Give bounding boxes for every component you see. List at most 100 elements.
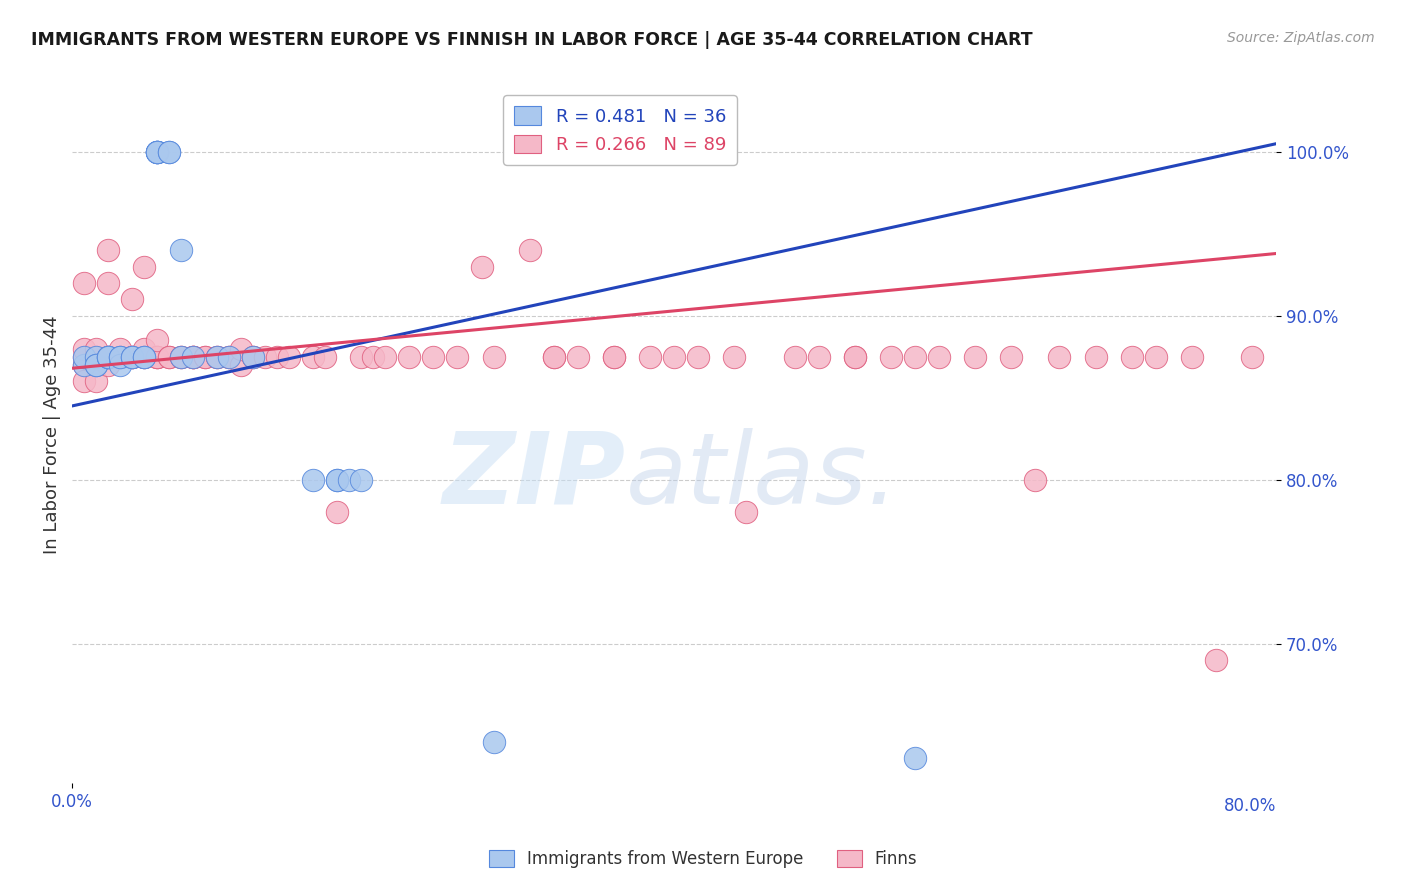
Point [134,350,156,364]
Point [145,350,167,364]
Point [880,350,903,364]
Point [84,358,107,372]
Point [73,350,96,364]
Point [73,358,96,372]
Point [1205,653,1227,667]
Point [169,350,191,364]
Point [121,350,143,364]
Point [145,145,167,159]
Point [422,350,444,364]
Point [350,473,373,487]
Point [73,375,96,389]
Point [181,350,204,364]
Point [181,350,204,364]
Point [1024,473,1046,487]
Point [1121,350,1143,364]
Point [194,350,217,364]
Point [735,505,758,519]
Point [145,145,167,159]
Point [121,293,143,307]
Point [723,350,745,364]
Point [326,473,349,487]
Point [965,350,987,364]
Point [110,350,132,364]
Point [97,350,120,364]
Point [145,145,167,159]
Point [73,350,96,364]
Point [337,473,360,487]
Point [84,350,107,364]
Point [229,358,252,372]
Point [844,350,866,364]
Point [145,350,167,364]
Point [157,145,180,159]
Point [470,260,492,274]
Point [1181,350,1204,364]
Point [84,350,107,364]
Point [1240,350,1263,364]
Point [121,350,143,364]
Point [157,350,180,364]
Point [277,350,299,364]
Point [97,358,120,372]
Point [314,350,336,364]
Point [97,350,120,364]
Point [110,350,132,364]
Point [84,350,107,364]
Point [350,350,373,364]
Text: atlas.: atlas. [626,428,900,524]
Point [97,244,120,258]
Point [326,473,349,487]
Text: 80.0%: 80.0% [1223,797,1277,814]
Point [205,350,228,364]
Point [638,350,661,364]
Point [181,350,204,364]
Text: ZIP: ZIP [443,428,626,524]
Point [361,350,384,364]
Point [904,350,927,364]
Point [169,350,191,364]
Point [97,350,120,364]
Point [218,350,240,364]
Point [603,350,626,364]
Point [73,276,96,290]
Text: IMMIGRANTS FROM WESTERN EUROPE VS FINNISH IN LABOR FORCE | AGE 35-44 CORRELATION: IMMIGRANTS FROM WESTERN EUROPE VS FINNIS… [31,31,1032,49]
Point [218,350,240,364]
Point [145,145,167,159]
Point [446,350,468,364]
Point [482,735,505,749]
Point [145,145,167,159]
Point [205,350,228,364]
Point [543,350,565,364]
Point [73,342,96,356]
Point [84,342,107,356]
Point [205,350,228,364]
Point [157,350,180,364]
Point [229,342,252,356]
Point [134,350,156,364]
Point [73,358,96,372]
Legend: Immigrants from Western Europe, Finns: Immigrants from Western Europe, Finns [482,843,924,875]
Point [242,350,264,364]
Point [181,350,204,364]
Point [194,350,217,364]
Legend: R = 0.481   N = 36, R = 0.266   N = 89: R = 0.481 N = 36, R = 0.266 N = 89 [503,95,737,165]
Point [157,145,180,159]
Point [326,505,349,519]
Point [218,350,240,364]
Point [519,244,541,258]
Point [253,350,276,364]
Point [807,350,830,364]
Point [723,849,745,863]
Point [134,342,156,356]
Point [84,375,107,389]
Point [84,358,107,372]
Y-axis label: In Labor Force | Age 35-44: In Labor Force | Age 35-44 [44,315,60,554]
Point [904,751,927,765]
Point [110,350,132,364]
Point [844,350,866,364]
Point [134,350,156,364]
Point [1084,350,1107,364]
Point [482,350,505,364]
Text: Source: ZipAtlas.com: Source: ZipAtlas.com [1227,31,1375,45]
